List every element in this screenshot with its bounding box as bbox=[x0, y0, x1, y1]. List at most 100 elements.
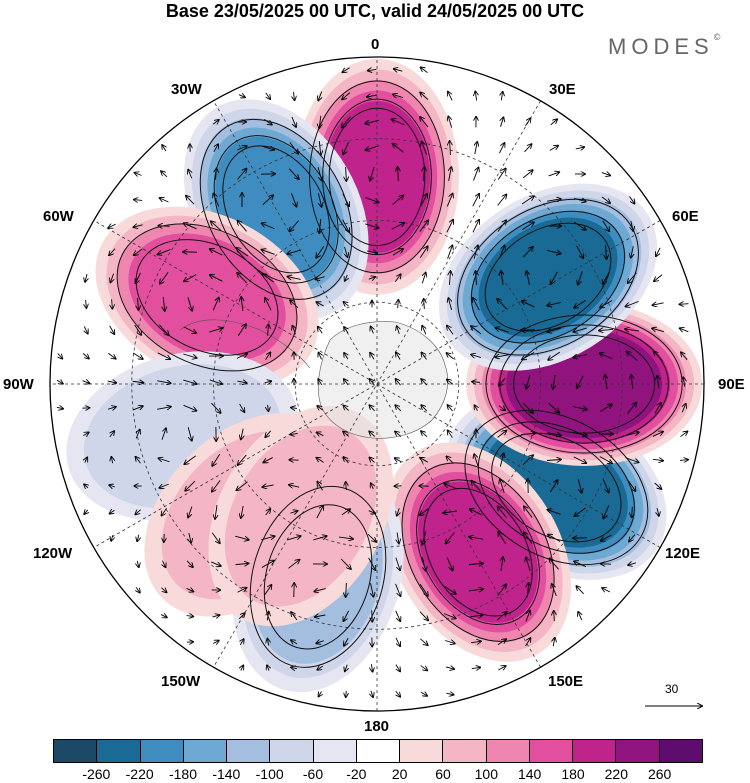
wind-arrow bbox=[344, 638, 349, 646]
wind-arrow bbox=[395, 637, 400, 646]
wind-arrow bbox=[241, 428, 243, 440]
colorbar bbox=[53, 739, 703, 763]
wind-arrow bbox=[547, 327, 561, 332]
wind-arrow bbox=[497, 431, 507, 438]
wind-arrow bbox=[235, 535, 249, 540]
wind-arrow bbox=[420, 458, 428, 463]
lon-label-30e: 30E bbox=[549, 81, 576, 98]
wind-arrow bbox=[184, 274, 197, 282]
wind-arrow bbox=[343, 432, 350, 437]
streamline-contour bbox=[477, 421, 635, 554]
wind-arrow bbox=[371, 483, 374, 489]
wind-arrow bbox=[497, 299, 508, 310]
wind-arrow bbox=[365, 145, 379, 150]
colorbar-swatch bbox=[270, 740, 314, 762]
wind-arrow bbox=[445, 641, 455, 644]
wind-arrow bbox=[236, 354, 247, 359]
wind-arrow bbox=[266, 92, 270, 99]
wind-arrow bbox=[187, 427, 192, 441]
anomaly-contour-fill bbox=[480, 219, 616, 336]
wind-arrow bbox=[368, 69, 377, 70]
wind-arrow bbox=[237, 146, 246, 151]
wind-arrow bbox=[236, 248, 248, 257]
wind-arrow bbox=[345, 664, 347, 672]
wind-arrow bbox=[134, 248, 143, 255]
wind-arrow bbox=[654, 274, 663, 281]
wind-arrow bbox=[211, 221, 222, 232]
wind-arrow bbox=[553, 638, 555, 647]
wind-arrow bbox=[631, 246, 634, 257]
wind-arrow bbox=[498, 405, 505, 411]
wind-arrow bbox=[392, 249, 403, 256]
wind-arrow bbox=[186, 616, 194, 617]
wind-arrow bbox=[602, 479, 608, 493]
colorbar-tick-label: -220 bbox=[125, 766, 154, 782]
wind-arrow bbox=[654, 403, 661, 414]
wind-arrow bbox=[133, 225, 143, 227]
colorbar-swatch bbox=[659, 740, 702, 762]
streamline-contour bbox=[423, 487, 533, 617]
wind-arrow bbox=[183, 379, 196, 384]
lon-label-150e: 150E bbox=[548, 673, 584, 690]
wind-arrow bbox=[84, 484, 88, 487]
streamline-contour bbox=[328, 107, 426, 247]
wind-arrow bbox=[472, 220, 479, 233]
wind-arrow bbox=[446, 353, 454, 360]
wind-arrow bbox=[629, 196, 635, 203]
wind-arrow bbox=[210, 275, 223, 282]
wind-arrow bbox=[573, 456, 587, 463]
wind-arrow bbox=[137, 560, 139, 567]
wind-arrow bbox=[370, 379, 375, 386]
wind-arrow bbox=[317, 167, 322, 180]
wind-arrow bbox=[188, 506, 193, 518]
wind-arrow bbox=[445, 667, 454, 669]
wind-arrow bbox=[469, 589, 483, 591]
wind-arrow bbox=[446, 194, 452, 207]
colorbar-swatch bbox=[529, 740, 574, 762]
wind-arrow bbox=[599, 329, 614, 330]
lon-label-150w: 150W bbox=[161, 673, 201, 690]
wind-arrow bbox=[188, 170, 192, 179]
wind-arrow bbox=[448, 298, 451, 310]
wind-arrow bbox=[211, 402, 220, 413]
wind-arrow bbox=[395, 458, 402, 462]
wind-arrow bbox=[444, 484, 456, 489]
wind-arrow bbox=[184, 455, 196, 464]
streamline-contour bbox=[484, 222, 612, 332]
streamline-contour bbox=[457, 198, 639, 356]
wind-arrow bbox=[501, 271, 503, 285]
wind-arrow bbox=[471, 354, 482, 357]
wind-arrow bbox=[316, 506, 323, 519]
wind-arrow bbox=[554, 611, 555, 622]
colorbar-swatch bbox=[400, 740, 444, 762]
wind-arrow bbox=[576, 586, 584, 595]
wind-arrow bbox=[289, 220, 299, 232]
wind-arrow bbox=[342, 219, 350, 232]
wind-arrow bbox=[475, 142, 477, 155]
wind-arrow bbox=[288, 168, 298, 179]
wind-arrow bbox=[652, 303, 664, 305]
wind-arrow bbox=[265, 298, 272, 311]
wind-arrow bbox=[211, 532, 220, 543]
wind-arrow bbox=[547, 302, 561, 305]
wind-arrow bbox=[573, 407, 587, 410]
wind-arrow bbox=[186, 560, 193, 567]
streamline-contour bbox=[249, 485, 387, 668]
wind-arrow bbox=[370, 353, 374, 360]
wind-arrow bbox=[681, 352, 688, 360]
wind-arrow bbox=[58, 353, 63, 358]
wind-arrow bbox=[291, 612, 298, 621]
wind-arrow bbox=[261, 250, 275, 255]
wind-arrow bbox=[268, 404, 269, 411]
wind-arrow bbox=[287, 536, 300, 541]
wind-arrow bbox=[339, 537, 353, 539]
streamline-contour bbox=[464, 409, 649, 566]
wind-arrow bbox=[395, 557, 400, 571]
wind-arrow bbox=[547, 250, 561, 253]
wind-arrow bbox=[525, 638, 531, 647]
map-title: Base 23/05/2025 00 UTC, valid 24/05/2025… bbox=[165, 1, 585, 21]
wind-arrow bbox=[268, 324, 269, 336]
wind-arrow bbox=[107, 407, 116, 409]
wind-arrow bbox=[495, 328, 509, 333]
wind-arrow bbox=[419, 246, 427, 258]
